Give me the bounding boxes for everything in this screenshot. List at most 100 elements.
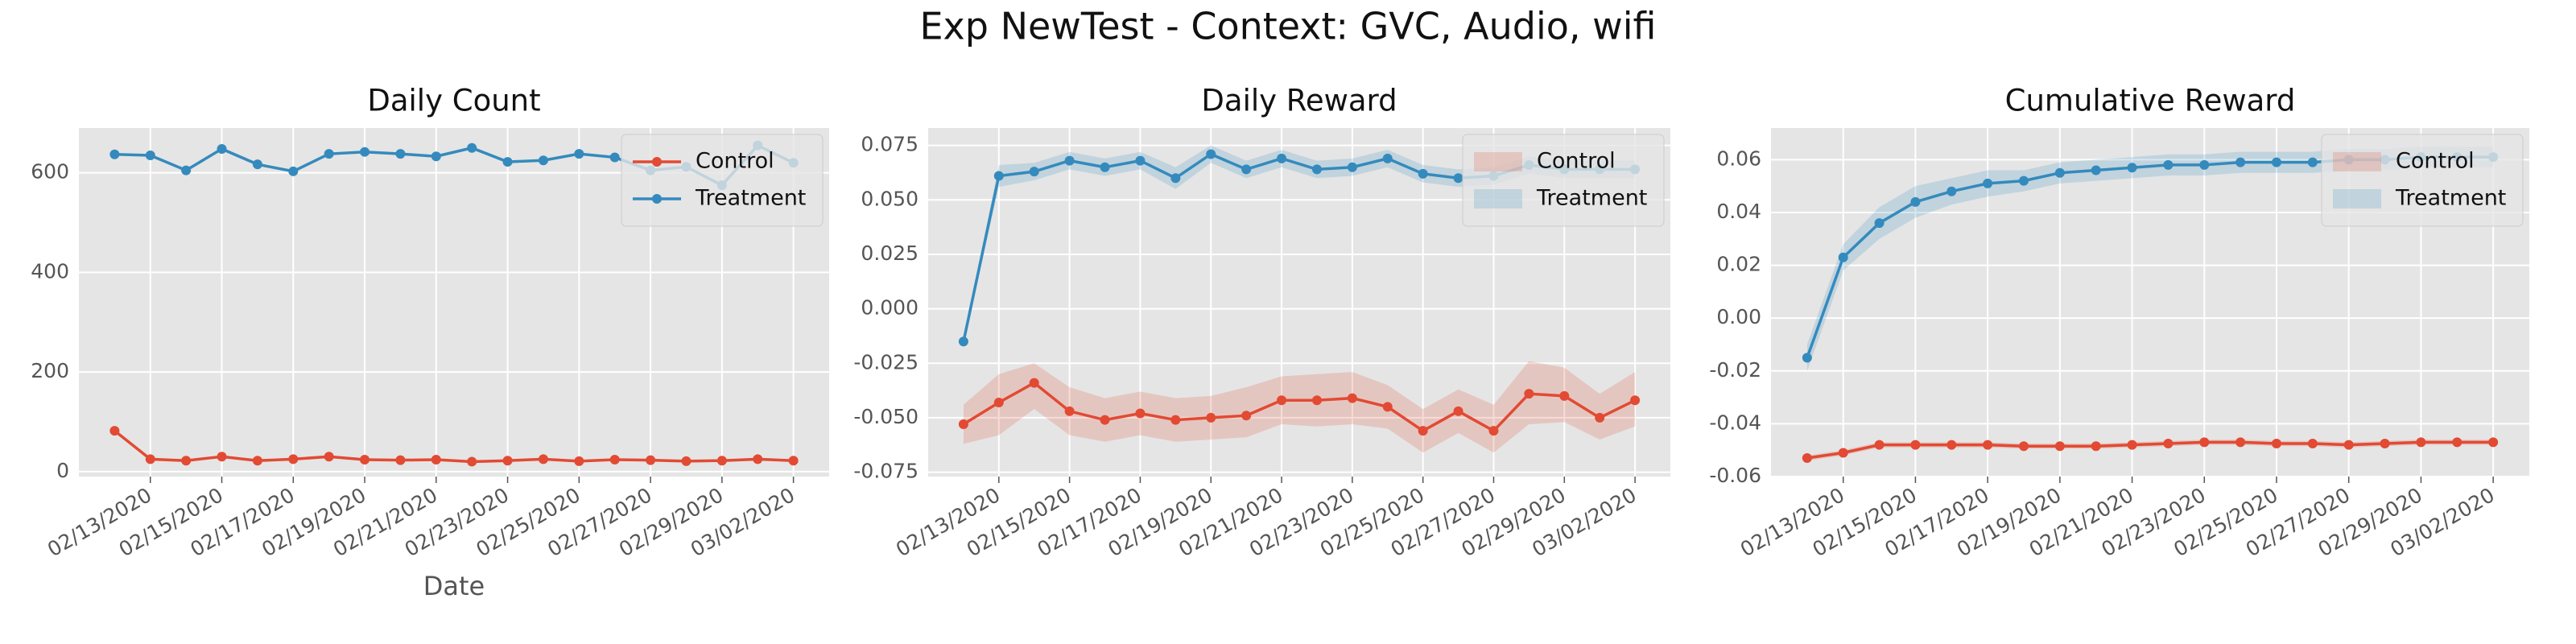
data-point	[1946, 440, 1957, 450]
y-tick-label: 0.02	[1716, 253, 1761, 276]
y-tick-label: -0.025	[853, 350, 919, 374]
data-point	[1418, 426, 1428, 436]
data-point	[609, 152, 620, 163]
legend-label: Treatment	[2395, 186, 2506, 211]
legend-label: Control	[696, 149, 774, 174]
data-point	[2091, 441, 2101, 452]
data-point	[252, 159, 262, 170]
y-tick-label: -0.050	[853, 405, 919, 428]
data-point	[2054, 167, 2065, 178]
data-point	[1170, 173, 1181, 184]
data-point	[1488, 426, 1499, 436]
y-tick-label: -0.02	[1709, 358, 1761, 382]
data-point	[1382, 153, 1393, 163]
data-point	[1595, 412, 1605, 423]
data-point	[2054, 441, 2065, 452]
data-point	[181, 165, 192, 175]
data-point	[1064, 406, 1075, 416]
legend-swatch	[2333, 189, 2381, 208]
panel-title: Daily Reward	[1201, 84, 1397, 118]
data-point	[288, 454, 299, 464]
series-line	[1806, 440, 2494, 460]
data-point	[1277, 153, 1287, 163]
legend-label: Treatment	[695, 186, 806, 211]
data-point	[2307, 438, 2318, 448]
data-point	[1802, 353, 1812, 363]
data-point	[360, 147, 370, 157]
data-point	[2307, 157, 2318, 167]
data-point	[753, 454, 763, 464]
data-point	[145, 151, 155, 161]
y-tick-label: 0.00	[1716, 305, 1761, 328]
figure-title: Exp NewTest - Context: GVC, Audio, wifi	[919, 5, 1656, 48]
data-point	[1983, 440, 1993, 450]
data-point	[958, 419, 968, 430]
data-point	[993, 397, 1004, 407]
data-point	[109, 149, 120, 159]
legend: Control Treatment	[1462, 134, 1665, 227]
data-point	[2343, 440, 2354, 450]
data-point	[2163, 159, 2174, 170]
legend-box	[1462, 134, 1665, 227]
y-tick-label: 600	[31, 160, 69, 184]
y-tick-label: 0.000	[861, 296, 919, 320]
data-point	[502, 456, 513, 466]
data-point	[1135, 155, 1146, 166]
data-point	[1241, 411, 1252, 421]
legend-marker	[652, 194, 662, 204]
data-point	[1170, 415, 1181, 425]
y-tick-label: 200	[31, 359, 69, 382]
data-point	[788, 456, 799, 466]
data-point	[1100, 162, 1110, 172]
data-point	[2199, 159, 2210, 170]
data-point	[252, 456, 262, 466]
y-tick-label: 0	[56, 459, 69, 482]
data-point	[1277, 395, 1287, 406]
data-point	[1453, 173, 1463, 184]
data-point	[2163, 438, 2174, 448]
data-point	[681, 456, 691, 466]
data-point	[324, 149, 334, 159]
legend: Control Treatment	[2321, 134, 2524, 227]
data-point	[2127, 440, 2137, 450]
y-tick-label: 0.075	[861, 133, 919, 156]
data-point	[395, 149, 406, 159]
data-point	[574, 456, 584, 466]
data-point	[467, 456, 477, 467]
data-point	[646, 455, 656, 465]
data-point	[467, 142, 477, 153]
data-point	[1874, 440, 1885, 450]
legend-marker	[652, 157, 662, 167]
data-point	[1453, 406, 1463, 416]
data-point	[109, 426, 120, 436]
data-point	[2235, 157, 2246, 167]
data-point	[1802, 453, 1812, 464]
data-point	[2019, 175, 2029, 186]
data-point	[288, 166, 299, 176]
data-point	[2488, 437, 2499, 448]
data-point	[1946, 186, 1957, 196]
panel-title: Cumulative Reward	[2005, 84, 2296, 118]
data-point	[1206, 149, 1216, 159]
data-point	[958, 336, 968, 347]
data-point	[1347, 393, 1357, 403]
data-point	[538, 155, 548, 166]
data-point	[1135, 408, 1146, 419]
x-axis-label: Date	[423, 571, 485, 601]
data-point	[1630, 395, 1641, 406]
y-tick-label: 0.050	[861, 187, 919, 210]
data-point	[2452, 437, 2462, 448]
data-point	[2127, 163, 2137, 173]
legend-label: Control	[1537, 149, 1616, 174]
data-point	[1838, 448, 1848, 458]
legend-swatch	[1474, 152, 1522, 171]
data-point	[1382, 402, 1393, 412]
data-point	[2235, 437, 2246, 448]
y-tick-label: -0.06	[1709, 464, 1761, 487]
data-point	[1064, 155, 1075, 166]
data-point	[1910, 196, 1921, 207]
y-tick-label: -0.075	[853, 460, 919, 483]
y-tick-label: 0.06	[1716, 147, 1761, 170]
data-point	[2091, 165, 2101, 175]
